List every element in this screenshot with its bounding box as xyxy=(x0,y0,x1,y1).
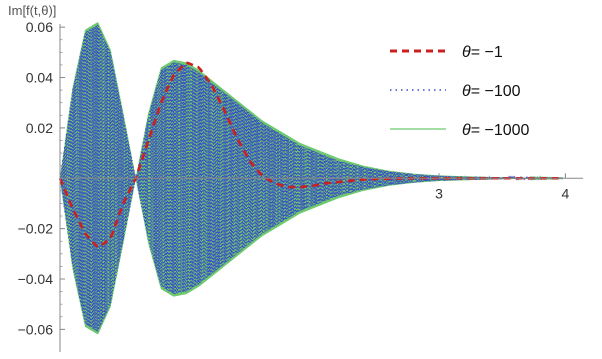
axes-layer xyxy=(59,24,583,352)
series-line-theta-1 xyxy=(58,61,563,249)
x-tick-label: 4 xyxy=(561,185,569,201)
y-axis-title: Im[f(t,θ)] xyxy=(8,3,56,18)
legend: θ= −1 θ= −100 θ= −1000 xyxy=(390,44,530,139)
y-tick-label: −0.06 xyxy=(18,321,54,337)
legend-entry-theta-1000: θ= −1000 xyxy=(390,122,530,139)
legend-theta-symbol: θ xyxy=(462,83,471,100)
legend-label-theta-1000: θ= −1000 xyxy=(462,122,530,139)
y-tick-label: 0.02 xyxy=(26,120,53,136)
y-tick-label: −0.04 xyxy=(18,271,54,287)
y-tick-label: −0.02 xyxy=(18,221,54,237)
legend-theta-value: = −1 xyxy=(471,44,503,61)
legend-theta-value: = −100 xyxy=(471,83,521,100)
y-tick-label: 0.04 xyxy=(26,70,53,86)
y-tick-label: 0.06 xyxy=(26,19,53,35)
legend-label-theta-100: θ= −100 xyxy=(462,83,521,100)
legend-theta-symbol: θ xyxy=(462,122,471,139)
legend-label-theta-1: θ= −1 xyxy=(462,44,503,61)
legend-theta-value: = −1000 xyxy=(471,122,530,139)
legend-entry-theta-100: θ= −100 xyxy=(390,83,521,100)
legend-entry-theta-1: θ= −1 xyxy=(390,44,503,61)
legend-theta-symbol: θ xyxy=(462,44,471,61)
ticks-layer: 0.06 0.04 0.02 −0.02 −0.04 −0.06 3 4 xyxy=(18,19,570,337)
x-tick-label: 3 xyxy=(435,185,443,201)
